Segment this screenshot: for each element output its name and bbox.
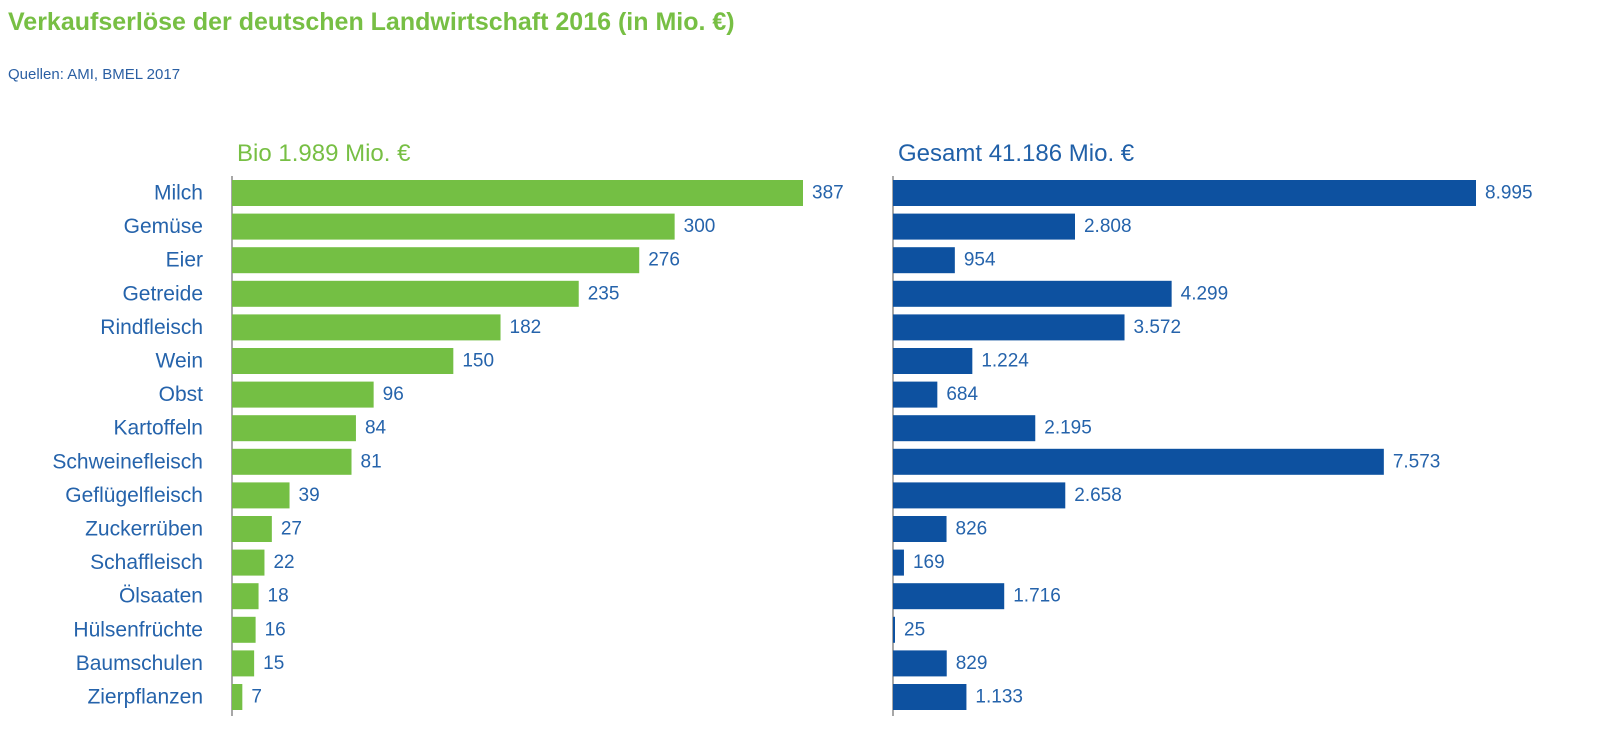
bio-bar: [232, 650, 255, 677]
bio-value-label: 387: [812, 183, 844, 204]
category-label: Rindfleisch: [100, 316, 203, 339]
category-label: Zierpflanzen: [87, 686, 203, 709]
category-label: Gemüse: [124, 215, 203, 238]
bio-bar: [232, 482, 290, 509]
total-bar: [893, 516, 947, 542]
total-value-label: 2.658: [1074, 485, 1122, 506]
bio-bar: [232, 549, 265, 576]
total-value-label: 4.299: [1181, 283, 1229, 304]
total-value-label: 1.224: [981, 351, 1029, 372]
bio-value-label: 150: [462, 351, 494, 372]
total-bar: [893, 448, 1384, 475]
bio-value-label: 16: [265, 619, 286, 640]
bio-value-label: 96: [383, 384, 404, 405]
bio-value-label: 39: [299, 485, 320, 506]
total-bar: [893, 348, 973, 374]
bio-bar: [232, 381, 374, 408]
total-bar: [893, 213, 1075, 240]
total-bar: [893, 482, 1066, 509]
total-bar: [893, 684, 967, 710]
total-value-label: 954: [964, 250, 996, 271]
bio-bar: [232, 583, 259, 610]
total-bar: [893, 616, 895, 643]
total-bar: [893, 314, 1125, 341]
category-label: Geflügelfleisch: [65, 484, 203, 507]
category-label: Hülsenfrüchte: [73, 618, 203, 641]
total-value-label: 169: [913, 552, 945, 573]
total-value-label: 2.808: [1084, 216, 1132, 237]
total-bar: [893, 247, 955, 274]
bio-value-label: 235: [588, 283, 620, 304]
bio-value-label: 276: [648, 250, 680, 271]
bio-bar: [232, 348, 454, 374]
total-value-label: 1.133: [975, 687, 1023, 708]
bio-panel-title: Bio 1.989 Mio. €: [237, 140, 411, 167]
total-value-label: 1.716: [1013, 586, 1061, 607]
category-label: Schweinefleisch: [52, 450, 203, 473]
total-value-label: 25: [904, 619, 925, 640]
category-label: Baumschulen: [76, 652, 203, 675]
bio-bar: [232, 516, 272, 542]
total-bar: [893, 280, 1172, 307]
bio-bar: [232, 684, 243, 710]
category-label: Wein: [156, 350, 203, 373]
source-note: Quellen: AMI, BMEL 2017: [8, 66, 181, 83]
total-bar: [893, 549, 904, 576]
bio-value-label: 7: [251, 687, 262, 708]
bio-value-label: 27: [281, 519, 302, 540]
bio-bar: [232, 314, 501, 341]
total-bar: [893, 583, 1005, 610]
bio-value-label: 18: [268, 586, 289, 607]
total-value-label: 3.572: [1134, 317, 1182, 338]
bio-bar: [232, 213, 675, 240]
bio-value-label: 300: [684, 216, 716, 237]
bio-bar: [232, 616, 256, 643]
total-bar: [893, 180, 1476, 206]
category-label: Eier: [166, 249, 203, 272]
chart-title: Verkaufserlöse der deutschen Landwirtsch…: [8, 8, 735, 36]
bio-bar: [232, 448, 352, 475]
total-value-label: 8.995: [1485, 183, 1533, 204]
category-label: Schaffleisch: [90, 551, 203, 574]
total-bar: [893, 415, 1036, 442]
category-labels: Milch Gemüse Eier Getreide Rindfleisch Wein Ob…: [52, 182, 203, 709]
bio-value-label: 182: [510, 317, 542, 338]
bio-bar: [232, 415, 356, 442]
bio-bar: [232, 247, 640, 274]
category-label: Getreide: [122, 282, 203, 305]
bio-value-label: 81: [361, 451, 382, 472]
total-value-label: 829: [956, 653, 988, 674]
total-bar: [893, 650, 947, 677]
total-value-label: 826: [956, 519, 988, 540]
category-label: Obst: [159, 383, 204, 406]
category-label: Zuckerrüben: [85, 518, 203, 541]
total-panel-title: Gesamt 41.186 Mio. €: [898, 140, 1135, 167]
total-value-label: 684: [946, 384, 978, 405]
total-value-label: 7.573: [1393, 451, 1441, 472]
category-label: Kartoffeln: [113, 417, 203, 440]
bio-value-label: 15: [263, 653, 284, 674]
category-label: Milch: [154, 182, 203, 205]
total-value-label: 2.195: [1044, 418, 1092, 439]
bio-value-label: 84: [365, 418, 387, 439]
total-bar: [893, 381, 938, 408]
bio-value-label: 22: [273, 552, 294, 573]
bio-bar: [232, 280, 579, 307]
total-panel: Gesamt 41.186 Mio. € 8.995 2.808 954 4.299 3.…: [892, 140, 1533, 716]
category-label: Ölsaaten: [119, 585, 203, 608]
bio-bar: [232, 180, 803, 206]
